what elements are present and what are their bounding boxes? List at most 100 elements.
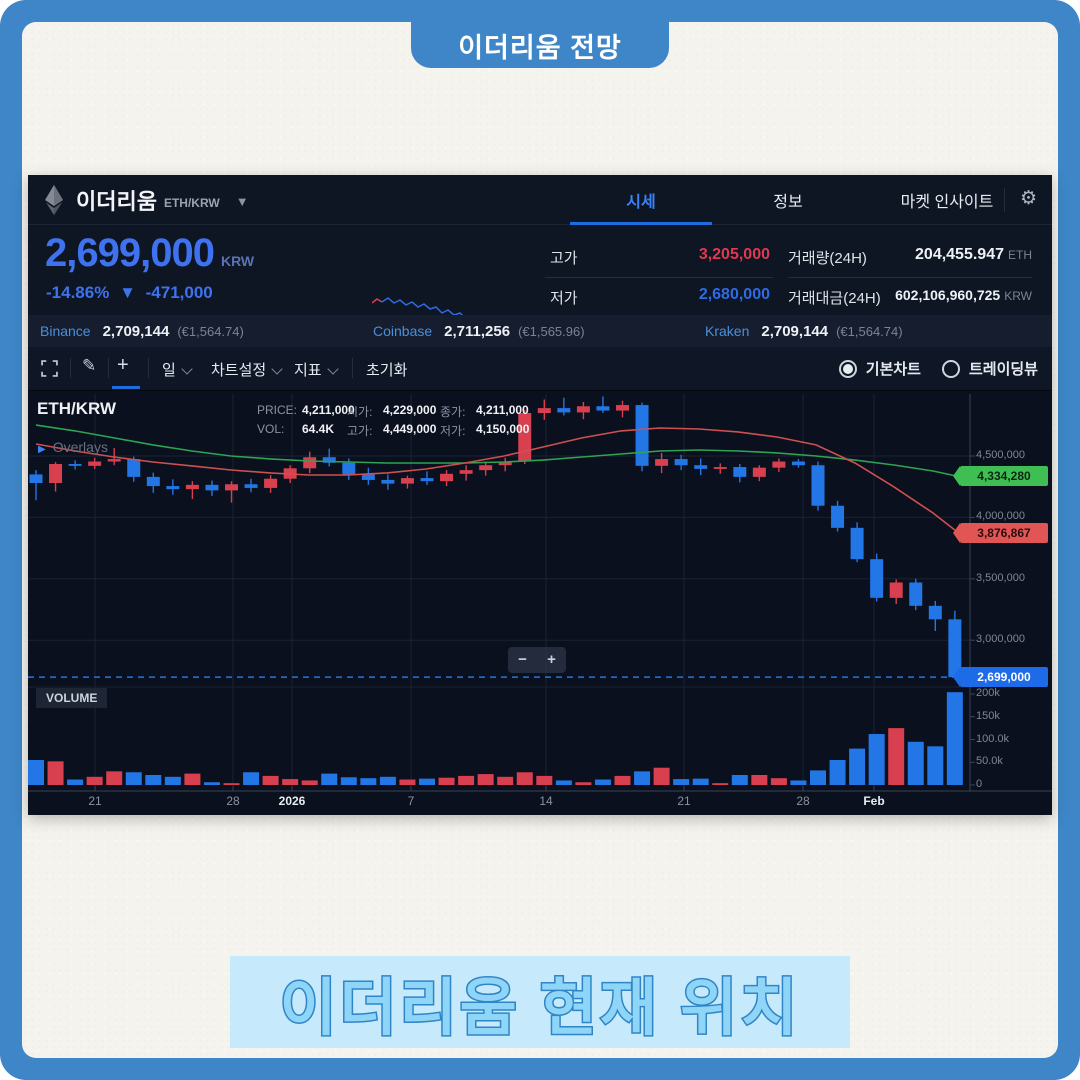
- price-tick-label: 3,000,000: [976, 633, 1025, 646]
- candle-body: [752, 467, 766, 477]
- candle-body: [713, 467, 727, 469]
- volume-bar: [634, 771, 651, 785]
- price-summary: 2,699,000 KRW -14.86% ▼ -471,000 고가 3,205…: [28, 225, 1052, 341]
- toolbar-divider: [352, 358, 353, 378]
- exchange-eur: (€1,565.96): [518, 323, 585, 339]
- interval-dropdown[interactable]: 일: [162, 359, 193, 380]
- legend-vol-value: 64.4K: [302, 422, 335, 436]
- volume-bar: [731, 774, 748, 785]
- candle-body: [361, 474, 375, 480]
- chart-symbol: ETH/KRW: [37, 399, 117, 418]
- chevron-down-icon: [326, 363, 339, 375]
- candle-body: [440, 473, 454, 482]
- pair-dropdown-icon[interactable]: ▼: [235, 193, 249, 209]
- volume-tick-label: 50.0k: [976, 755, 1003, 768]
- candle-body: [928, 605, 942, 620]
- toolbar-divider: [148, 358, 149, 378]
- zoom-in-button[interactable]: +: [547, 651, 556, 668]
- candle-body: [948, 619, 962, 678]
- legend-vol-label: VOL:: [257, 422, 285, 436]
- top-badge: 이더리움 전망: [411, 22, 669, 68]
- candle-body: [303, 457, 317, 469]
- candle-body: [420, 478, 434, 482]
- fullscreen-icon[interactable]: [41, 360, 58, 377]
- volume-bar: [28, 759, 44, 785]
- legend-low-label: 저가:: [440, 424, 466, 438]
- x-axis-label: 28: [226, 794, 240, 808]
- x-axis-label: 14: [539, 794, 553, 808]
- volume-bar: [106, 771, 123, 785]
- volume-bar: [145, 774, 162, 785]
- top-badge-label: 이더리움 전망: [458, 32, 622, 63]
- volume-bar: [614, 775, 631, 785]
- coin-name: 이더리움: [76, 188, 157, 214]
- trading-widget: 이더리움 ETH/KRW ▼ 시세 정보 마켓 인사이트 ⚙ 2,699,000…: [28, 175, 1052, 815]
- zoom-out-button[interactable]: −: [518, 651, 527, 668]
- zoom-control: − +: [508, 647, 566, 673]
- ma-line-short: [35, 427, 959, 534]
- volume-bar: [927, 746, 944, 785]
- draw-pencil-icon[interactable]: ✎: [82, 356, 97, 375]
- volume-bar: [67, 779, 84, 785]
- x-axis-label: 28: [796, 794, 810, 808]
- candle-body: [909, 582, 923, 606]
- candle-body: [889, 582, 903, 598]
- volume-bar: [497, 776, 514, 785]
- gear-icon[interactable]: ⚙: [1020, 188, 1038, 209]
- candle-body: [870, 559, 884, 598]
- reset-button[interactable]: 초기화: [366, 362, 408, 379]
- basic-chart-label: 기본차트: [865, 361, 921, 378]
- current-price: 2,699,000 KRW: [45, 231, 255, 275]
- volume-tick-label: 150k: [976, 709, 1000, 722]
- candle-body: [185, 484, 199, 490]
- legend-price-value: 4,211,000: [302, 403, 355, 417]
- toolbar-divider: [108, 358, 109, 378]
- volume-bar: [907, 741, 924, 785]
- radio-basic-chart[interactable]: [838, 359, 857, 378]
- candle-body: [49, 463, 63, 484]
- volume-bar: [438, 777, 455, 785]
- volume24-label: 거래량(24H): [788, 250, 867, 267]
- x-axis-label: 21: [677, 794, 691, 808]
- volume-bar: [379, 776, 396, 785]
- x-axis-label: 21: [88, 794, 102, 808]
- exchange-compare-bar: Binance 2,709,144 (€1,564.74) Coinbase 2…: [28, 315, 1052, 347]
- indicators-dropdown[interactable]: 지표: [294, 359, 339, 380]
- radio-tradingview[interactable]: [941, 359, 960, 378]
- volume-bar: [360, 778, 377, 785]
- price-tick-label: 3,500,000: [976, 571, 1025, 584]
- active-tool-underline: [112, 386, 140, 389]
- bottom-title-strip: 이더리움 현재 위치: [230, 956, 850, 1048]
- volume-bar: [536, 775, 553, 785]
- tab-market-insight[interactable]: 마켓 인사이트: [900, 194, 994, 211]
- candle-body: [342, 462, 356, 475]
- toolbar-divider: [70, 358, 71, 378]
- candle-body: [244, 484, 258, 488]
- volume-bar: [262, 775, 279, 785]
- candle-body: [616, 405, 629, 411]
- candlestick-chart[interactable]: ETH/KRW PRICE: 4,211,000 시가: 4,229,000 종…: [28, 391, 1052, 815]
- overlays-toggle[interactable]: ▶ Overlays: [38, 439, 108, 455]
- candle-body: [596, 406, 610, 411]
- high-label: 고가: [550, 250, 578, 267]
- amount24-label: 거래대금(24H): [788, 290, 881, 307]
- volume-bar: [458, 775, 475, 785]
- candle-body: [537, 408, 551, 414]
- volume-bar: [419, 778, 435, 785]
- widget-header: 이더리움 ETH/KRW ▼ 시세 정보 마켓 인사이트 ⚙: [28, 175, 1052, 225]
- candle-body: [68, 463, 82, 466]
- candle-body: [29, 474, 43, 484]
- tab-info[interactable]: 정보: [773, 194, 803, 211]
- volume-bar: [673, 779, 690, 785]
- chart-settings-dropdown[interactable]: 차트설정: [211, 359, 283, 380]
- crosshair-plus-icon[interactable]: +: [117, 354, 129, 376]
- volume24-unit: ETH: [1008, 248, 1032, 262]
- stats-divider-right: [788, 277, 1032, 278]
- tab-price[interactable]: 시세: [568, 175, 714, 225]
- volume-bar: [790, 780, 807, 785]
- volume-bar: [692, 778, 709, 785]
- candle-body: [400, 478, 414, 484]
- candle-body: [674, 459, 688, 466]
- x-axis-label: Feb: [863, 794, 885, 808]
- amount24-value: 602,106,960,725 KRW: [895, 287, 1032, 303]
